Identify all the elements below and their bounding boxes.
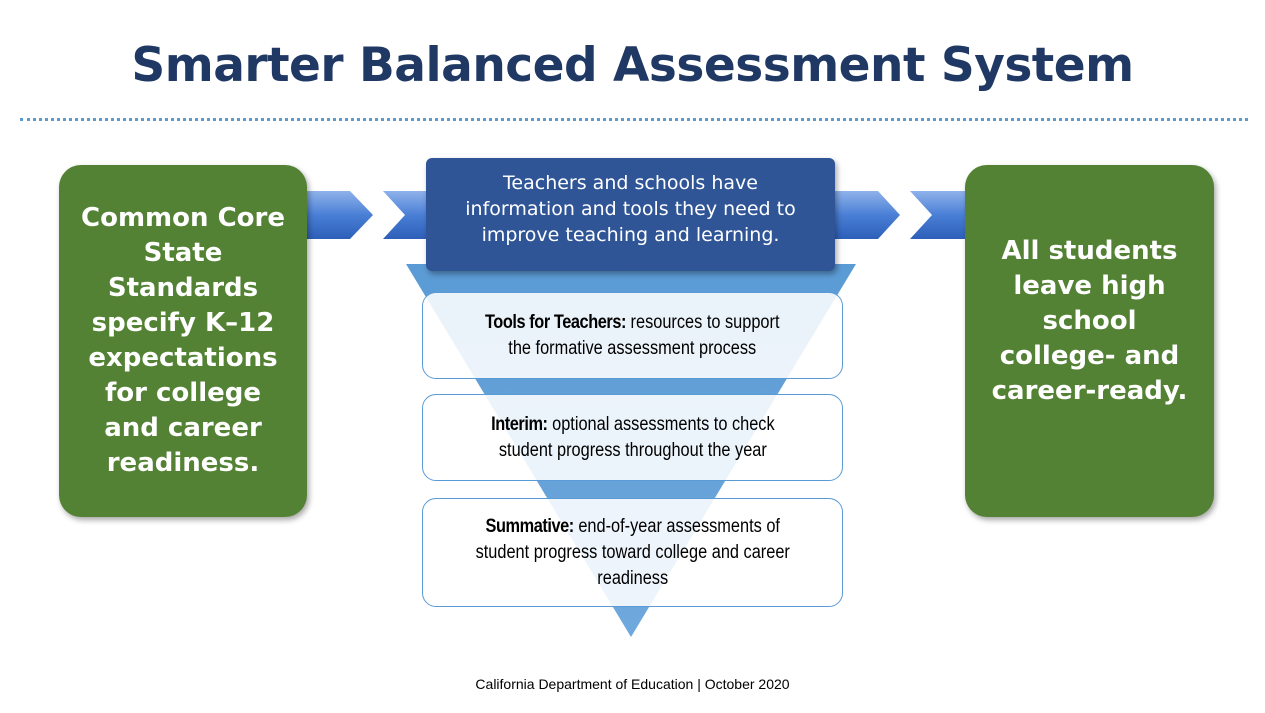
left-box-line: and career: [104, 413, 262, 443]
left-box-line: Standards: [107, 273, 259, 303]
chevron-arrow-2: [383, 191, 430, 239]
left-box-line: specify K–12: [91, 308, 275, 338]
layer-text: student progress throughout the year: [498, 439, 767, 461]
layer-text: end-of-year assessments of: [573, 515, 780, 537]
tools-for-teachers-box: Tools for Teachers: resources to support…: [422, 292, 843, 379]
summative-box: Summative: end-of-year assessments of st…: [422, 498, 843, 607]
page-title: Smarter Balanced Assessment System: [131, 38, 1134, 93]
top-box-line: Teachers and schools have: [503, 171, 758, 194]
top-box-line: improve teaching and learning.: [481, 223, 780, 246]
chevron-arrow-1: [300, 191, 373, 239]
dotted-divider: [20, 118, 1248, 121]
top-box-line: information and tools they need to: [465, 197, 796, 220]
layer-text: readiness: [597, 567, 668, 589]
chevron-arrow-3: [832, 191, 900, 239]
layer-label: Tools for Teachers:: [485, 311, 627, 333]
all-students-box: All students leave high school college- …: [965, 165, 1214, 517]
right-box-line: college- and: [999, 340, 1180, 371]
right-box-line: All students: [1001, 235, 1178, 266]
right-box-line: leave high: [1013, 270, 1166, 301]
layer-text: resources to support: [626, 311, 780, 333]
right-box-line: career-ready.: [991, 375, 1188, 406]
left-box-line: expectations: [88, 343, 278, 373]
interim-box: Interim: optional assessments to check s…: [422, 394, 843, 481]
layer-text: the formative assessment process: [508, 337, 757, 359]
left-box-line: for college: [104, 378, 261, 408]
layer-text: optional assessments to check: [547, 413, 775, 435]
layer-text: student progress toward college and care…: [475, 541, 790, 563]
left-box-line: readiness.: [106, 448, 260, 478]
layer-label: Interim:: [490, 413, 548, 435]
common-core-box: Common Core State Standards specify K–12…: [59, 165, 307, 517]
footer-credit: California Department of Education | Oct…: [475, 676, 790, 692]
layer-label: Summative:: [485, 515, 574, 537]
left-box-line: State: [143, 238, 223, 268]
right-box-line: school: [1042, 305, 1137, 336]
left-box-line: Common Core: [81, 203, 285, 233]
chevron-arrow-4: [910, 191, 970, 239]
teachers-schools-box: Teachers and schools have information an…: [426, 158, 835, 271]
